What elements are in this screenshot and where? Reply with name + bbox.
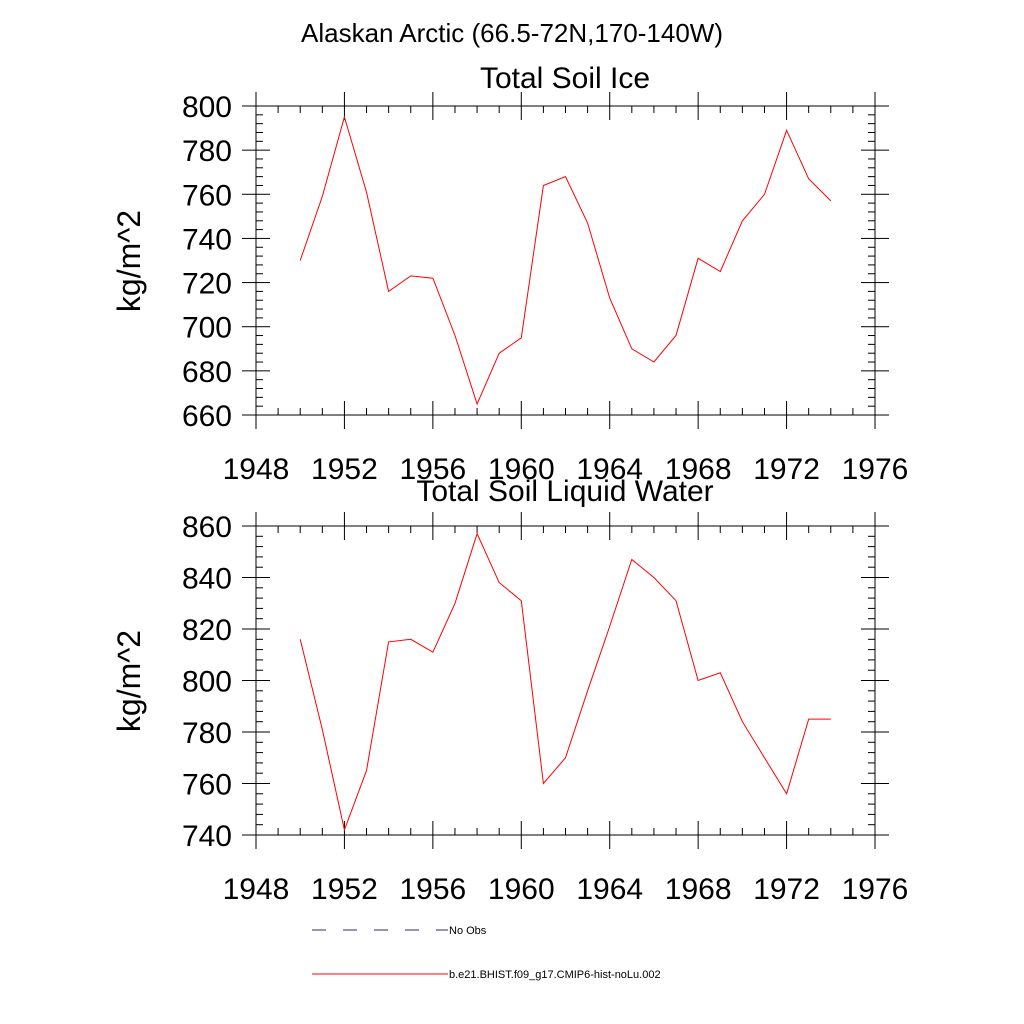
x-tick-label: 1964: [576, 873, 643, 906]
x-tick-label: 1948: [223, 453, 290, 486]
x-tick-label: 1952: [311, 873, 378, 906]
figure-title: Alaskan Arctic (66.5-72N,170-140W): [301, 18, 723, 48]
y-tick-label: 740: [182, 223, 232, 256]
series-line: [299, 115, 832, 406]
y-tick-label: 780: [182, 717, 232, 750]
y-tick-label: 780: [182, 135, 232, 168]
x-tick-label: 1948: [223, 873, 290, 906]
y-tick-label: 800: [182, 666, 232, 699]
x-tick-label: 1964: [576, 453, 643, 486]
y-tick-label: 760: [182, 769, 232, 802]
x-tick-label: 1960: [488, 453, 555, 486]
plot-frame: [255, 105, 876, 416]
x-tick-label: 1956: [399, 453, 466, 486]
y-tick-label: 820: [182, 614, 232, 647]
y-tick-label: 840: [182, 563, 232, 596]
chart-panel-total-soil-liquid-water: Total Soil Liquid Water kg/m^2 1948 1952 1…: [111, 475, 908, 906]
y-tick-label: 700: [182, 312, 232, 345]
plot-frame: [255, 525, 876, 836]
chart-panel-total-soil-ice: Total Soil Ice kg/m^2 1948 1952 1956 1960 19…: [111, 62, 908, 486]
x-tick-label: 1952: [311, 453, 378, 486]
x-tick-label: 1976: [842, 453, 909, 486]
y-tick-label: 800: [182, 91, 232, 124]
x-tick-label: 1976: [842, 873, 909, 906]
x-tick-label: 1960: [488, 873, 555, 906]
chart-title: Total Soil Liquid Water: [416, 475, 713, 508]
y-tick-label: 860: [182, 511, 232, 544]
legend-obs-label: No Obs: [449, 925, 487, 937]
y-tick-label: 660: [182, 400, 232, 433]
y-axis-label: kg/m^2: [111, 210, 147, 312]
x-tick-label: 1956: [399, 873, 466, 906]
chart-title: Total Soil Ice: [480, 62, 650, 95]
x-tick-label: 1972: [753, 873, 820, 906]
legend-model-label: b.e21.BHIST.f09_g17.CMIP6-hist-noLu.002: [449, 969, 661, 981]
y-tick-label: 760: [182, 179, 232, 212]
y-tick-label: 720: [182, 268, 232, 301]
series-line: [299, 532, 831, 832]
x-tick-label: 1968: [665, 453, 732, 486]
x-tick-label: 1972: [753, 453, 820, 486]
x-tick-label: 1968: [665, 873, 732, 906]
y-tick-label: 680: [182, 356, 232, 389]
legend: No Obs b.e21.BHIST.f09_g17.CMIP6-hist-no…: [312, 925, 661, 981]
y-tick-label: 740: [182, 820, 232, 853]
y-axis-label: kg/m^2: [111, 630, 147, 732]
